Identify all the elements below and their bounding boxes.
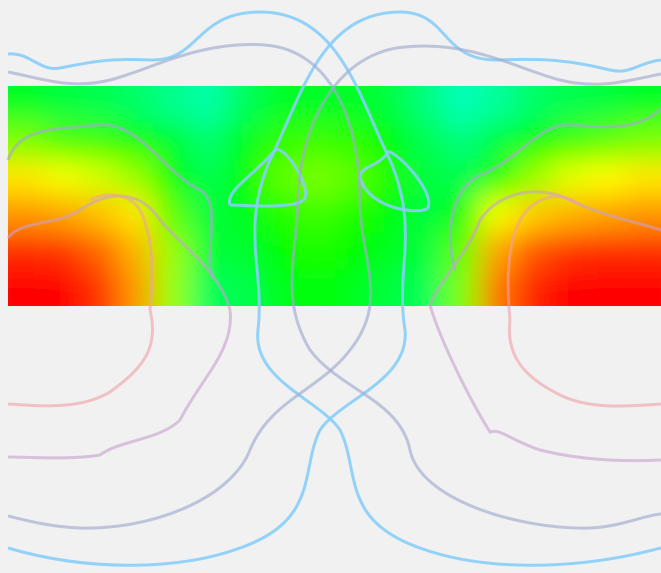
heatmap-cell bbox=[624, 122, 661, 161]
contour-line-level-2 bbox=[7, 42, 373, 530]
heatmap-cell bbox=[8, 232, 46, 271]
heatmap-cell bbox=[552, 86, 590, 124]
heatmap-cell bbox=[189, 232, 227, 271]
contour-lines bbox=[6, 10, 661, 567]
contour-line-level-3 bbox=[6, 194, 232, 460]
heatmap-cell bbox=[8, 159, 46, 197]
contour-line-level-4 bbox=[7, 193, 155, 408]
heatmap-cell bbox=[407, 86, 445, 124]
contour-line-level-1 bbox=[358, 150, 431, 213]
heatmap-cell bbox=[116, 159, 155, 197]
heatmap-cell bbox=[8, 86, 46, 124]
heatmap-cell bbox=[588, 232, 626, 271]
heatmap-cell bbox=[370, 232, 409, 271]
heatmap-cell bbox=[407, 122, 445, 161]
heatmap-cell bbox=[588, 269, 626, 306]
heatmap-cell bbox=[44, 269, 82, 306]
contour-line-level-1 bbox=[253, 10, 661, 567]
heatmap-cell bbox=[443, 269, 481, 306]
heatmap-cell bbox=[407, 196, 445, 234]
heatmap-cell bbox=[624, 159, 661, 197]
heatmap-cell bbox=[225, 159, 263, 197]
heatmap-cell bbox=[261, 122, 300, 161]
heatmap-cell bbox=[334, 196, 372, 234]
heatmap-cell bbox=[552, 269, 590, 306]
heatmap-cell bbox=[479, 122, 517, 161]
contour-line-level-2 bbox=[448, 106, 661, 271]
heatmap-cell bbox=[515, 196, 554, 234]
contour-line-level-1 bbox=[7, 10, 407, 567]
heatmap-cell bbox=[443, 86, 481, 124]
heatmap-cell bbox=[552, 159, 590, 197]
heatmap-cell bbox=[80, 196, 118, 234]
contour-line-level-4 bbox=[506, 195, 661, 408]
heatmap-cell bbox=[515, 86, 554, 124]
heatmap-cell bbox=[153, 159, 191, 197]
heatmap-cell bbox=[479, 86, 517, 124]
heatmap-cell bbox=[588, 122, 626, 161]
heatmap-cell bbox=[44, 196, 82, 234]
heatmap-cell bbox=[624, 86, 661, 124]
heatmap-cell bbox=[189, 159, 227, 197]
heatmap-cell bbox=[189, 122, 227, 161]
heatmap-cell bbox=[116, 269, 155, 306]
heatmap-cell bbox=[552, 122, 590, 161]
heatmap-cell bbox=[298, 232, 336, 271]
heatmap-cell bbox=[515, 232, 554, 271]
heatmap-cell bbox=[189, 86, 227, 124]
heatmap-cell bbox=[624, 269, 661, 306]
contour-line-level-2 bbox=[290, 44, 661, 530]
heatmap-cell bbox=[80, 269, 118, 306]
heatmap-cell bbox=[8, 269, 46, 306]
contour-line-level-1 bbox=[228, 148, 308, 208]
heatmap-cell bbox=[298, 269, 336, 306]
heatmap-cell bbox=[80, 86, 118, 124]
heatmap-cell bbox=[443, 196, 481, 234]
heatmap-cell bbox=[225, 122, 263, 161]
heatmap-cell bbox=[8, 122, 46, 161]
heatmap-cell bbox=[153, 269, 191, 306]
heatmap-cell bbox=[261, 86, 300, 124]
heatmap-cell bbox=[624, 232, 661, 271]
heatmap-cell bbox=[479, 269, 517, 306]
heatmap-cell bbox=[116, 196, 155, 234]
heatmap-cell bbox=[515, 269, 554, 306]
heatmap-cell bbox=[153, 232, 191, 271]
heatmap-cell bbox=[370, 86, 409, 124]
heatmap-cell bbox=[116, 86, 155, 124]
heatmap-cell bbox=[44, 86, 82, 124]
heatmap-cell bbox=[44, 159, 82, 197]
heatmap-cell bbox=[44, 232, 82, 271]
heatmap-cell bbox=[189, 269, 227, 306]
heatmap-cell bbox=[80, 159, 118, 197]
heatmap-cell bbox=[515, 122, 554, 161]
heatmap-cell bbox=[80, 122, 118, 161]
heatmap-cell bbox=[334, 269, 372, 306]
heatmap-cell bbox=[588, 86, 626, 124]
heatmap-cell bbox=[370, 159, 409, 197]
heatmap-cell bbox=[153, 86, 191, 124]
heatmap-cell bbox=[153, 122, 191, 161]
heatmap-cell bbox=[80, 232, 118, 271]
heatmap-cell bbox=[298, 159, 336, 197]
heatmap-cell bbox=[552, 232, 590, 271]
heatmap-cell bbox=[552, 196, 590, 234]
heatmap-cell bbox=[261, 196, 300, 234]
contour-line-level-2 bbox=[6, 123, 217, 281]
heatmap-cell bbox=[443, 122, 481, 161]
heatmap-cell bbox=[407, 232, 445, 271]
heatmap-cell bbox=[588, 159, 626, 197]
heatmap-cell bbox=[153, 196, 191, 234]
heatmap-cell bbox=[225, 86, 263, 124]
heatmap-cell bbox=[298, 196, 336, 234]
